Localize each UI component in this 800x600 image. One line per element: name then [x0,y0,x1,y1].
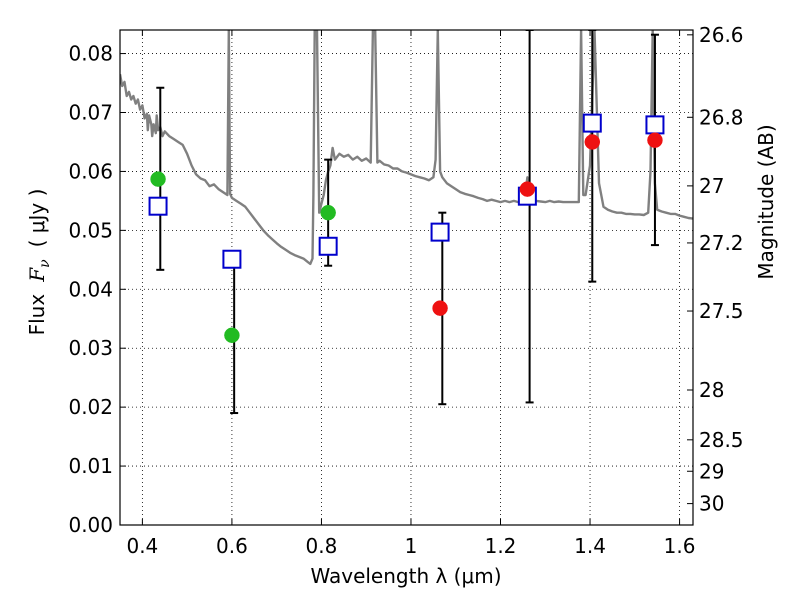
y-tick-label: 0.00 [68,513,113,537]
y2-tick-label: 27.5 [699,299,744,323]
observed-flux-point [584,134,601,150]
observed-flux-point [224,327,240,343]
y-tick-label: 0.02 [68,395,113,419]
y-tick-label: 0.07 [68,101,113,125]
model-flux-square [645,115,665,135]
observed-flux-point [647,132,663,148]
observed-flux-point [519,181,536,197]
y2-tick-label: 28.5 [699,428,744,452]
x-tick-label: 1.2 [485,534,517,558]
model-flux-square [222,249,242,269]
model-flux-square [430,222,450,242]
y-tick-label: 0.01 [68,454,113,478]
observed-flux-point [150,171,166,187]
y-tick-label: 0.03 [68,336,113,360]
model-flux-square [148,196,168,216]
x-tick-label: 0.8 [306,534,338,558]
sed-model-line [120,30,693,266]
y2-tick-label: 30 [699,492,724,516]
x-tick-label: 0.4 [126,534,158,558]
x-axis-title: Wavelength λ (μm) [310,564,501,588]
y-tick-label: 0.06 [68,159,113,183]
axes: 0.4 0.6 0.8 1 1.2 1.4 1.6 0.00 0.01 0.02 0.03 0.04 0… [68,23,743,558]
plot-frame [119,29,694,526]
grid [120,30,693,526]
y2-tick-label: 26.8 [699,105,744,129]
data-layer [120,30,693,415]
x-tick-label: 1 [405,534,418,558]
y2-tick-label: 29 [699,459,724,483]
model-flux-square [582,113,602,133]
y-axis-title: FluxFν( μJy ) [25,189,53,336]
y-tick-label: 0.05 [68,218,113,242]
x-tick-label: 1.6 [664,534,696,558]
x-tick-label: 0.6 [216,534,248,558]
x-tick-label: 1.4 [574,534,606,558]
observed-flux-point [320,204,336,221]
observed-flux-point [432,300,448,316]
y-tick-label: 0.08 [68,42,113,66]
y2-tick-label: 27.2 [699,231,744,255]
model-flux-square [318,236,338,256]
y2-axis-title: Magnitude (AB) [754,124,778,279]
y2-tick-label: 26.6 [699,23,744,47]
y2-tick-label: 27 [699,174,724,198]
y-tick-label: 0.04 [68,277,113,301]
plot-area [120,30,693,525]
y2-tick-label: 28 [699,378,724,402]
